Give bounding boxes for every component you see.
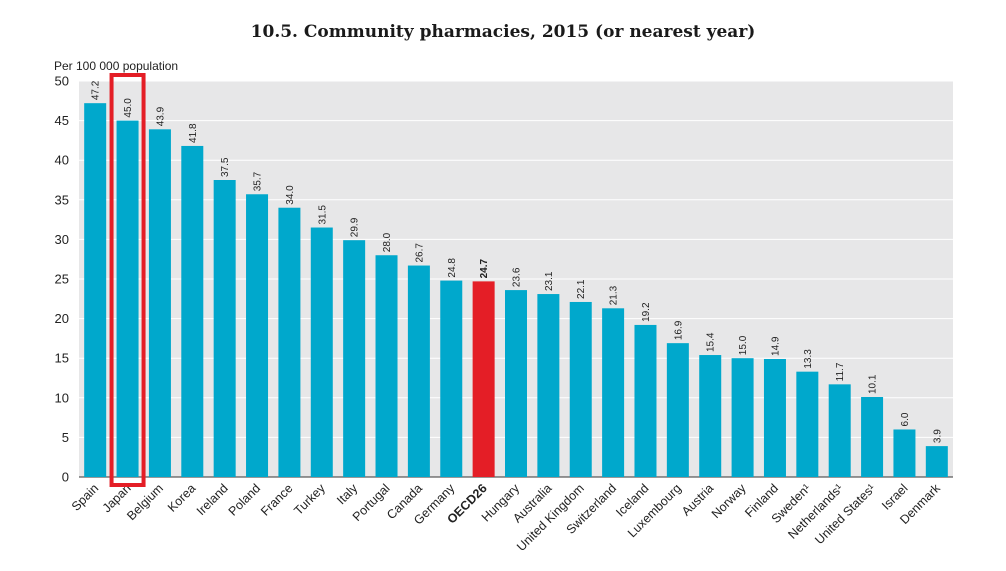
- bar: [763, 358, 786, 477]
- value-label: 19.2: [641, 302, 652, 322]
- bar: [796, 371, 819, 477]
- value-label: 15.4: [706, 332, 717, 352]
- value-label: 41.8: [188, 123, 199, 143]
- chart-title: 10.5. Community pharmacies, 2015 (or nea…: [250, 22, 756, 42]
- bar: [893, 429, 916, 477]
- value-label: 47.2: [91, 80, 102, 100]
- value-label: 23.6: [512, 267, 523, 287]
- bar: [84, 103, 107, 478]
- bar: [666, 343, 689, 477]
- category-label: Poland: [226, 481, 263, 518]
- value-label: 22.1: [576, 279, 587, 299]
- y-axis-unit-label: Per 100 000 population: [54, 59, 178, 73]
- y-tick-label: 30: [55, 232, 69, 247]
- bar: [116, 120, 139, 477]
- value-label: 31.5: [317, 205, 328, 225]
- bar: [602, 308, 625, 477]
- y-tick-label: 45: [55, 113, 69, 128]
- value-label: 26.7: [414, 243, 425, 263]
- value-label: 10.1: [868, 374, 879, 394]
- value-label: 13.3: [803, 349, 814, 369]
- value-label: 6.0: [900, 412, 911, 426]
- bar: [537, 294, 560, 477]
- japan-highlight-outline: [109, 73, 146, 487]
- y-tick-label: 50: [55, 74, 69, 89]
- value-label: 21.3: [609, 285, 620, 305]
- y-tick-label: 20: [55, 311, 69, 326]
- bar: [343, 240, 366, 477]
- category-label: France: [258, 481, 295, 518]
- value-label: 37.5: [220, 157, 231, 177]
- bar: [407, 265, 430, 477]
- bar: [505, 290, 527, 477]
- value-label: 34.0: [285, 185, 296, 205]
- bar: [861, 397, 884, 477]
- bar: [828, 384, 851, 477]
- value-label: 3.9: [932, 429, 943, 443]
- value-label: 28.0: [382, 232, 393, 252]
- bar: [569, 301, 592, 477]
- value-label: 11.7: [835, 362, 846, 381]
- bar: [731, 358, 754, 477]
- category-label: Italy: [334, 481, 361, 508]
- bar: [634, 324, 657, 477]
- bar: [925, 446, 948, 477]
- bar: [148, 129, 171, 477]
- y-tick-label: 25: [55, 272, 69, 287]
- value-label: 43.9: [155, 106, 166, 126]
- value-label: 24.7: [479, 258, 490, 278]
- bar: [472, 281, 495, 477]
- value-label: 29.9: [350, 217, 361, 237]
- value-labels: 47.2 45.0 43.9 41.8 37.5 35.7 34.0 31.5 29.9 28.0…: [91, 80, 944, 443]
- category-label: Ireland: [194, 481, 231, 518]
- value-label: 35.7: [253, 171, 264, 191]
- value-label: 45.0: [123, 98, 134, 118]
- bar: [181, 145, 204, 477]
- value-label: 15.0: [738, 335, 749, 355]
- bar: [440, 280, 463, 477]
- y-tick-label: 35: [55, 192, 69, 207]
- y-tick-label: 40: [55, 153, 69, 168]
- value-label: 24.8: [447, 258, 458, 278]
- y-tick-label: 15: [55, 351, 69, 366]
- bar: [310, 227, 333, 477]
- bar: [699, 355, 722, 477]
- value-label: 16.9: [673, 320, 684, 340]
- y-tick-label: 10: [55, 390, 69, 405]
- value-label: 23.1: [544, 271, 555, 291]
- x-axis: SpainJapanBelgiumKoreaIrelandPolandFranc…: [69, 481, 944, 554]
- y-tick-label: 5: [62, 430, 69, 445]
- bar: [375, 255, 398, 477]
- bars: [84, 103, 948, 478]
- y-tick-label: 0: [62, 470, 69, 485]
- bar: [213, 180, 236, 477]
- bar: [278, 207, 301, 477]
- category-label: Belgium: [124, 481, 166, 523]
- category-label: Turkey: [291, 481, 328, 518]
- bar: [246, 194, 269, 478]
- category-label: Norway: [709, 481, 749, 521]
- value-label: 14.9: [770, 336, 781, 356]
- category-label: Korea: [165, 481, 199, 515]
- category-label: Spain: [69, 481, 102, 514]
